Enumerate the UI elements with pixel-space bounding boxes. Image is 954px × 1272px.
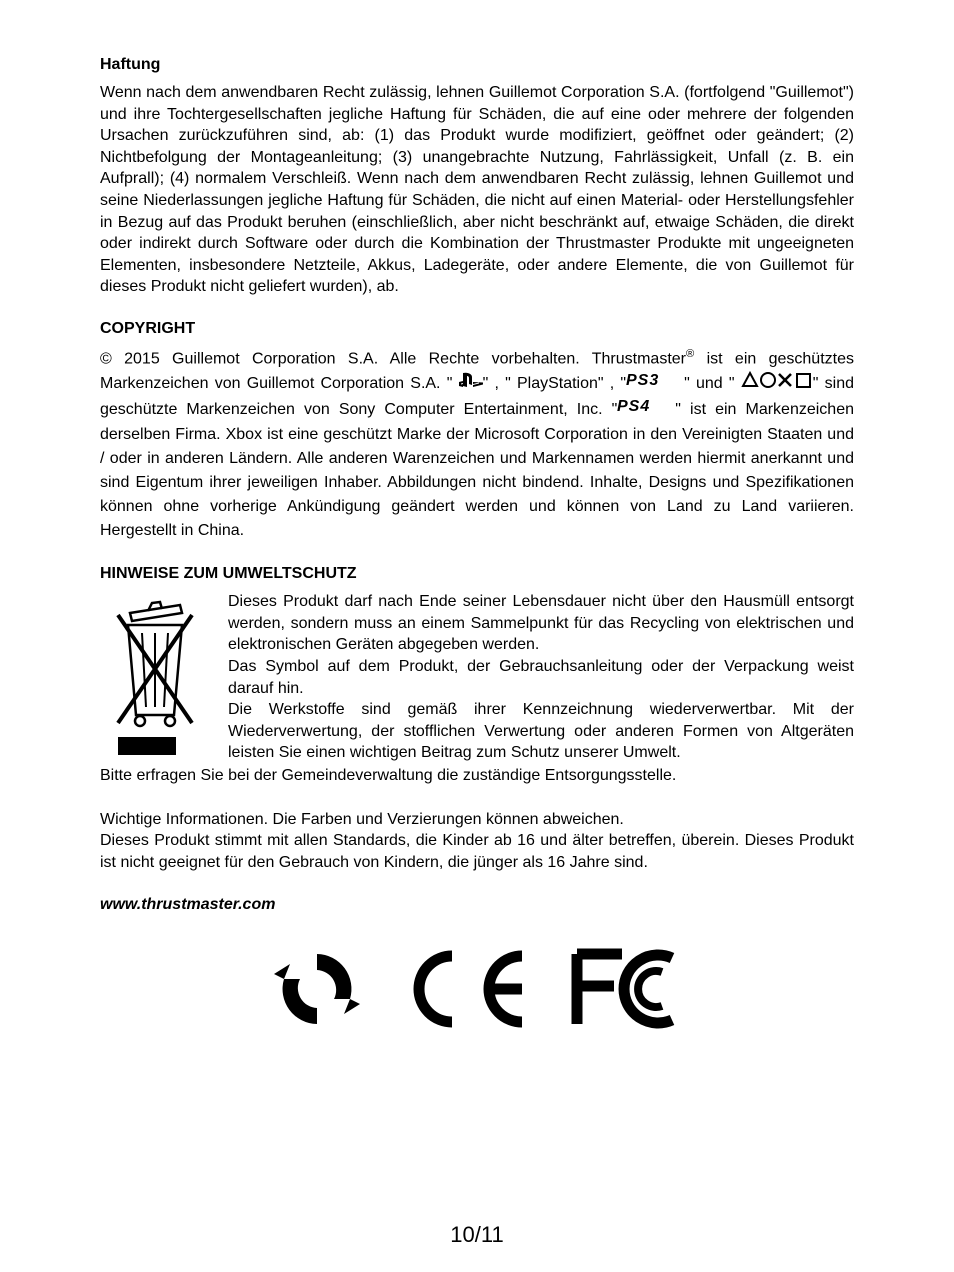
svg-text:PS3: PS3 [626,372,659,389]
ps3-logo-icon: PS3 [626,371,684,397]
copyright-part3: " , " PlayStation" , " [483,376,627,393]
weee-bin-icon [100,595,210,765]
page-number: 10/11 [0,1222,954,1248]
website-url: www.thrustmaster.com [100,896,854,914]
umwelt-p2: Das Symbol auf dem Produkt, der Gebrauch… [228,656,854,699]
important-info: Wichtige Informationen. Die Farben und V… [100,809,854,874]
info-line1: Wichtige Informationen. Die Farben und V… [100,809,854,831]
svg-text:PS4: PS4 [617,398,650,415]
umwelt-p3: Die Werkstoffe sind gemäß ihrer Kennzeic… [228,699,854,764]
info-line2: Dieses Produkt stimmt mit allen Standard… [100,830,854,873]
copyright-part4: " und " [684,376,741,393]
certification-logos [100,944,854,1034]
haftung-text: Wenn nach dem anwendbaren Recht zulässig… [100,82,854,298]
haftung-heading: Haftung [100,56,854,74]
umwelt-p1: Dieses Produkt darf nach Ende seiner Leb… [228,591,854,656]
playstation-shapes-icon [741,371,813,397]
fcc-mark-icon [577,954,672,1024]
registered-mark: ® [686,348,694,360]
ce-mark-icon [419,956,522,1022]
umwelt-heading: HINWEISE ZUM UMWELTSCHUTZ [100,565,854,583]
copyright-heading: COPYRIGHT [100,320,854,338]
recycle-arrows-icon [274,954,360,1024]
umwelt-p4: Bitte erfragen Sie bei der Gemeindeverwa… [100,765,854,787]
umwelt-row: Dieses Produkt darf nach Ende seiner Leb… [100,591,854,765]
ps4-logo-icon: PS4 [617,397,675,423]
copyright-part1: © 2015 Guillemot Corporation S.A. Alle R… [100,350,686,367]
umwelt-text-wrap: Dieses Produkt darf nach Ende seiner Leb… [228,591,854,764]
copyright-text: © 2015 Guillemot Corporation S.A. Alle R… [100,346,854,543]
copyright-part6: " ist ein Markenzeichen derselben Firma.… [100,402,854,540]
ps-logo-icon [459,371,483,397]
